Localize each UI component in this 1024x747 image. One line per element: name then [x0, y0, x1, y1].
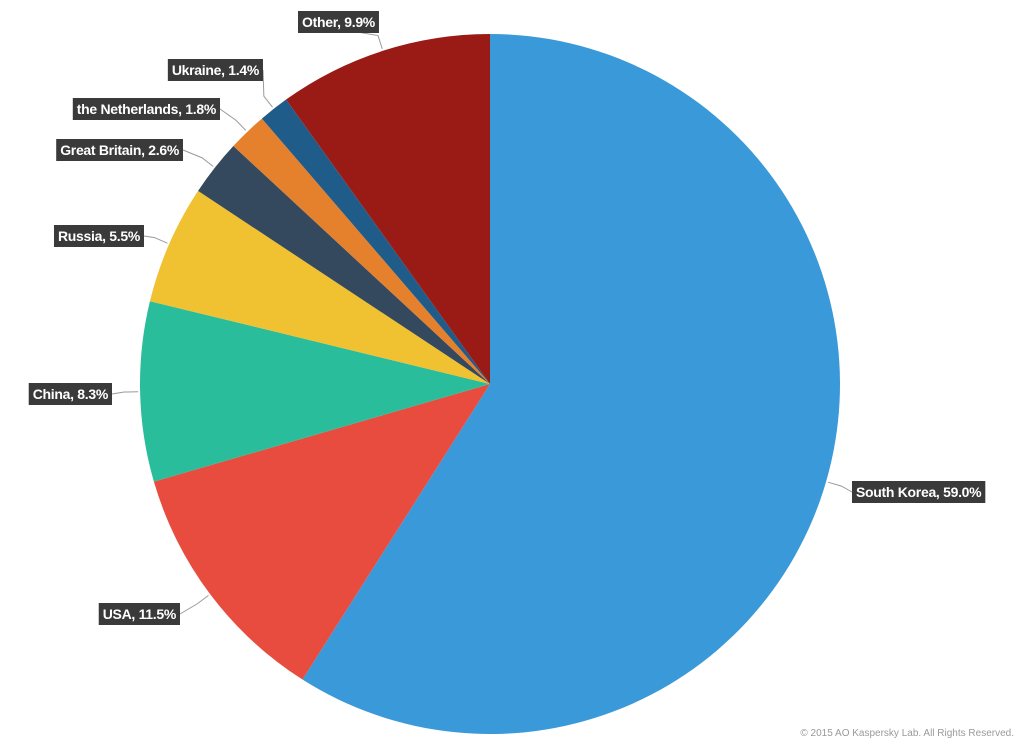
pie-slice-russia	[149, 190, 490, 384]
slice-label-box	[852, 481, 986, 503]
pie-slice-other	[286, 33, 490, 384]
slice-label-ukraine: Ukraine, 1.4%	[172, 62, 260, 78]
slice-label-russia: Russia, 5.5%	[58, 228, 141, 244]
slice-label-usa: USA, 11.5%	[103, 606, 177, 622]
leader-lines	[111, 21, 853, 615]
slice-labels: South Korea, 59.0% USA, 11.5% China, 8.3% R…	[28, 11, 986, 625]
leader-line	[182, 149, 214, 167]
leader-line	[219, 108, 247, 131]
slice-label-box	[298, 11, 379, 33]
slice-label-box	[28, 383, 112, 405]
slice-label-box	[167, 59, 263, 81]
slice-label-great-britain: Great Britain, 2.6%	[60, 142, 180, 158]
leader-line	[827, 481, 853, 493]
pie-slice-south-korea	[302, 34, 840, 734]
slice-label-south-korea: South Korea, 59.0%	[856, 484, 982, 500]
pie-slice-usa	[153, 384, 490, 680]
pie-slice-the-netherlands	[233, 118, 490, 384]
slice-label-box	[98, 603, 180, 625]
slice-label-box	[54, 225, 144, 247]
slice-label-the-netherlands: the Netherlands, 1.8%	[77, 101, 217, 117]
slice-label-box	[72, 98, 220, 120]
leader-line	[111, 391, 139, 395]
pie-slice-great-britain	[198, 146, 490, 384]
leader-line	[179, 594, 209, 615]
leader-line	[262, 69, 273, 108]
copyright-notice: © 2015 AO Kaspersky Lab. All Rights Rese…	[800, 728, 1014, 739]
leader-line	[143, 235, 168, 244]
pie-slice-ukraine	[261, 99, 490, 385]
slice-label-china: China, 8.3%	[33, 386, 109, 402]
slice-label-box	[56, 139, 183, 161]
slice-label-other: Other, 9.9%	[302, 14, 376, 30]
pie-slices	[140, 33, 840, 734]
pie-slice-china	[140, 301, 490, 482]
